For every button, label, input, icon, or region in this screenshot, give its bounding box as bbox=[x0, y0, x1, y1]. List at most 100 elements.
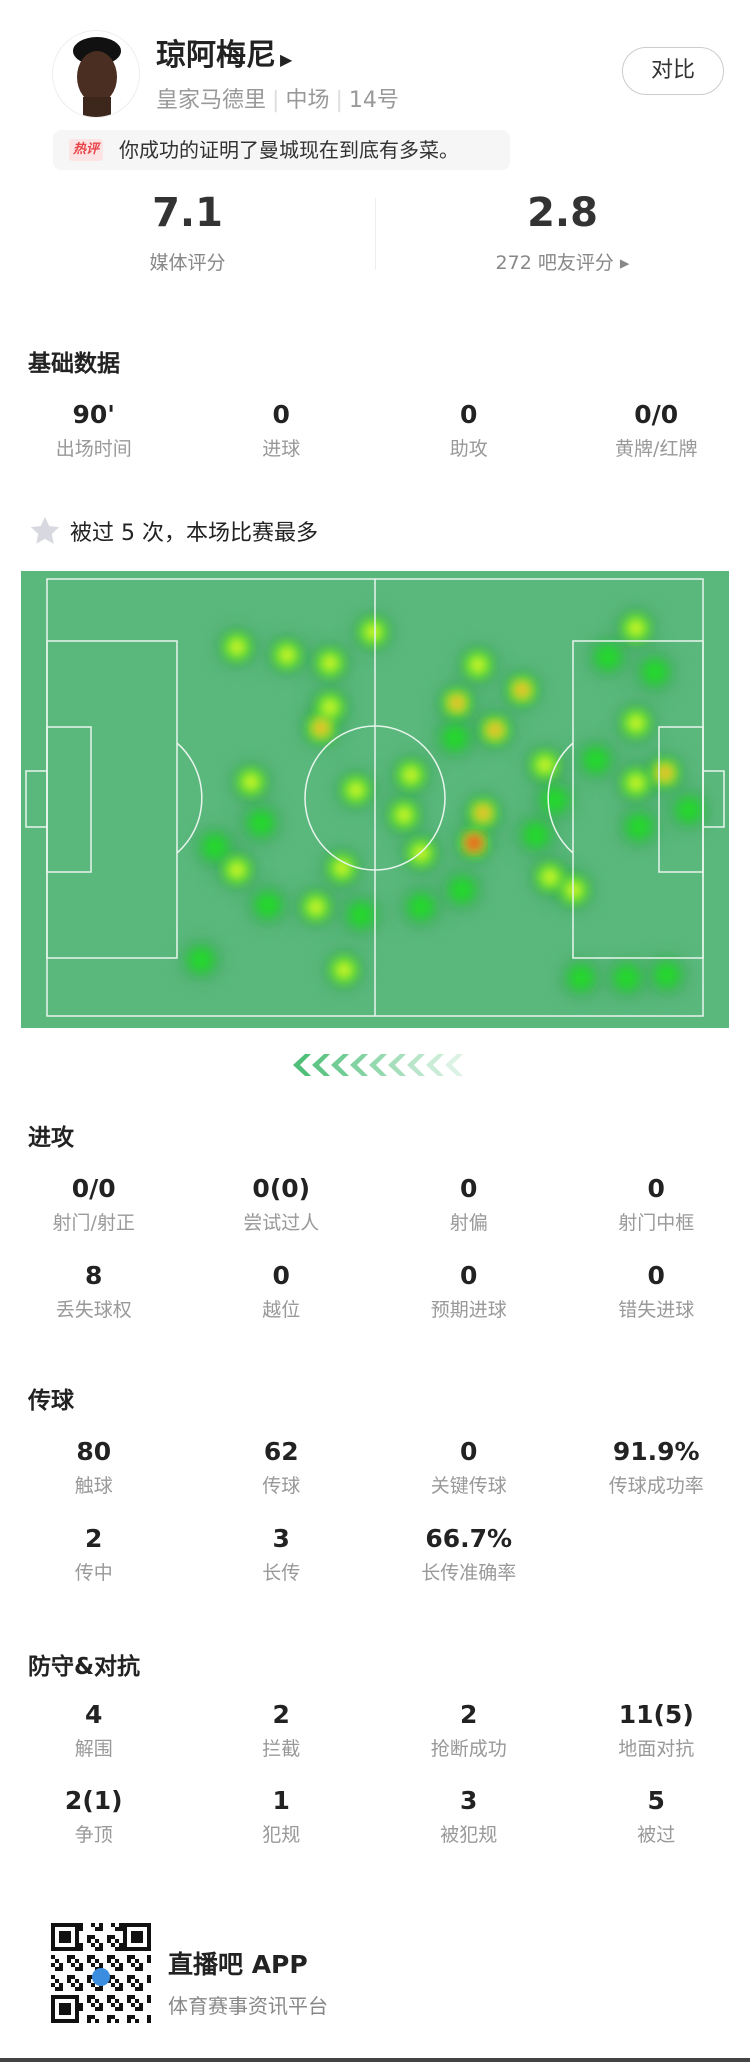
heatmap-spot bbox=[515, 683, 529, 697]
stat-value: 0 bbox=[460, 1174, 478, 1203]
stat-value: 0 bbox=[272, 400, 290, 429]
heatmap-spot bbox=[394, 805, 414, 825]
player-name-text: 琼阿梅尼 bbox=[156, 38, 276, 73]
stat-value: 4 bbox=[85, 1700, 103, 1729]
heatmap-spot bbox=[626, 618, 646, 638]
star-icon bbox=[30, 516, 60, 544]
arrow-right-icon: ▶ bbox=[280, 50, 293, 69]
heatmap-spot bbox=[320, 653, 340, 673]
stat-value: 80 bbox=[76, 1437, 112, 1466]
stat-cell: 62 传球 bbox=[188, 1437, 376, 1498]
stat-cell: 3 长传 bbox=[188, 1524, 376, 1585]
qr-code-icon[interactable] bbox=[50, 1922, 152, 2024]
heatmap-spot bbox=[654, 962, 680, 988]
stat-label: 传中 bbox=[74, 1562, 113, 1584]
position: 中场 bbox=[285, 88, 330, 113]
heatmap-spot bbox=[626, 713, 646, 733]
media-label: 媒体评分 bbox=[149, 252, 226, 274]
heatmap-spot bbox=[255, 892, 281, 918]
shirt-number: 14号 bbox=[348, 88, 399, 113]
stat-value: 3 bbox=[272, 1524, 290, 1553]
stat-cell: 0 错失进球 bbox=[563, 1261, 750, 1322]
heatmap-spot bbox=[488, 723, 502, 737]
heatmap-spot bbox=[467, 836, 481, 850]
stat-value: 0 bbox=[460, 1261, 478, 1290]
heatmap-spot bbox=[320, 697, 340, 717]
chevron-left-icon bbox=[331, 1054, 349, 1076]
stat-label: 抢断成功 bbox=[430, 1738, 507, 1760]
stat-cell: 0 射偏 bbox=[375, 1174, 563, 1235]
chevron-left-icon bbox=[293, 1054, 311, 1076]
bottom-bar bbox=[0, 2058, 750, 2062]
heatmap-spot bbox=[401, 765, 421, 785]
stat-cell: 91.9% 传球成功率 bbox=[563, 1437, 750, 1498]
stat-cell: 8 丢失球权 bbox=[0, 1261, 188, 1322]
stat-label: 争顶 bbox=[74, 1824, 113, 1846]
stat-label: 尝试过人 bbox=[243, 1212, 320, 1234]
heatmap-pitch bbox=[21, 571, 729, 1028]
stat-label: 长传准确率 bbox=[421, 1562, 517, 1584]
stat-cell: 90' 出场时间 bbox=[0, 400, 188, 461]
stat-cell: 3 被犯规 bbox=[375, 1786, 563, 1847]
heatmap-spot bbox=[523, 822, 549, 848]
stat-value: 66.7% bbox=[425, 1524, 513, 1553]
stat-cell: 0/0 射门/射正 bbox=[0, 1174, 188, 1235]
fan-label[interactable]: 272 吧友评分 ▸ bbox=[495, 252, 630, 274]
media-rating: 7.1 媒体评分 bbox=[0, 190, 375, 275]
stat-cell: 2 传中 bbox=[0, 1524, 188, 1585]
stat-value: 0 bbox=[460, 1437, 478, 1466]
stat-label: 地面对抗 bbox=[618, 1738, 695, 1760]
stat-label: 关键传球 bbox=[430, 1475, 507, 1497]
defense-row-2: 2(1) 争顶 1 犯规 3 被犯规 5 被过 bbox=[0, 1786, 750, 1847]
stat-cell: 80 触球 bbox=[0, 1437, 188, 1498]
chevron-left-icon bbox=[369, 1054, 387, 1076]
stat-value: 0 bbox=[647, 1261, 665, 1290]
heatmap-spot bbox=[476, 806, 490, 820]
stat-cell: 4 解围 bbox=[0, 1700, 188, 1761]
heatmap-spot bbox=[314, 721, 328, 735]
fan-rating[interactable]: 2.8 272 吧友评分 ▸ bbox=[375, 190, 750, 275]
heatmap-spot bbox=[450, 696, 464, 710]
highlight: 被过 5 次，本场比赛最多 bbox=[28, 514, 318, 548]
passing-row-1: 80 触球 62 传球 0 关键传球 91.9% 传球成功率 bbox=[0, 1437, 750, 1498]
stat-value: 2(1) bbox=[64, 1786, 123, 1815]
app-logo-icon bbox=[92, 1968, 110, 1986]
hot-comment[interactable]: 热评 你成功的证明了曼城现在到底有多菜。 bbox=[53, 130, 510, 170]
player-name[interactable]: 琼阿梅尼 ▶ bbox=[156, 30, 292, 74]
heatmap-spot bbox=[468, 655, 488, 675]
stat-cell: 0 预期进球 bbox=[375, 1261, 563, 1322]
chevron-left-icon bbox=[350, 1054, 368, 1076]
stat-label: 射门中框 bbox=[618, 1212, 695, 1234]
stat-value: 11(5) bbox=[618, 1700, 694, 1729]
stat-label: 被犯规 bbox=[440, 1824, 498, 1846]
stat-cell: 2 抢断成功 bbox=[375, 1700, 563, 1761]
divider: | bbox=[272, 88, 280, 113]
chevron-left-icon bbox=[388, 1054, 406, 1076]
stat-value: 5 bbox=[647, 1786, 665, 1815]
section-title-basic: 基础数据 bbox=[28, 351, 120, 377]
pitch-lines bbox=[25, 578, 725, 1017]
chevron-left-icon bbox=[445, 1054, 463, 1076]
player-meta: 皇家马德里 | 中场 | 14号 bbox=[156, 82, 399, 114]
heatmap-spot bbox=[332, 858, 352, 878]
stat-label: 传球 bbox=[262, 1475, 301, 1497]
passing-row-2: 2 传中 3 长传 66.7% 长传准确率 bbox=[0, 1524, 750, 1585]
compare-button[interactable]: 对比 bbox=[622, 47, 724, 95]
heatmap-spot bbox=[346, 780, 366, 800]
stat-value: 0/0 bbox=[71, 1174, 116, 1203]
chevron-left-icon bbox=[407, 1054, 425, 1076]
stat-cell: 0 进球 bbox=[188, 400, 376, 461]
stat-value: 90' bbox=[72, 400, 115, 429]
heatmap-spot bbox=[626, 814, 652, 840]
stat-label: 拦截 bbox=[262, 1738, 301, 1760]
player-avatar[interactable] bbox=[52, 30, 140, 118]
stat-cell: 2 拦截 bbox=[188, 1700, 376, 1761]
heatmap-spot bbox=[676, 797, 702, 823]
heatmap-spot bbox=[449, 877, 475, 903]
heatmap-spot bbox=[408, 894, 434, 920]
stat-label: 传球成功率 bbox=[608, 1475, 704, 1497]
stat-label: 丢失球权 bbox=[55, 1299, 132, 1321]
section-title-attack: 进攻 bbox=[28, 1125, 74, 1151]
highlight-text: 被过 5 次，本场比赛最多 bbox=[70, 521, 318, 546]
scroll-hint-chevrons bbox=[293, 1054, 463, 1076]
